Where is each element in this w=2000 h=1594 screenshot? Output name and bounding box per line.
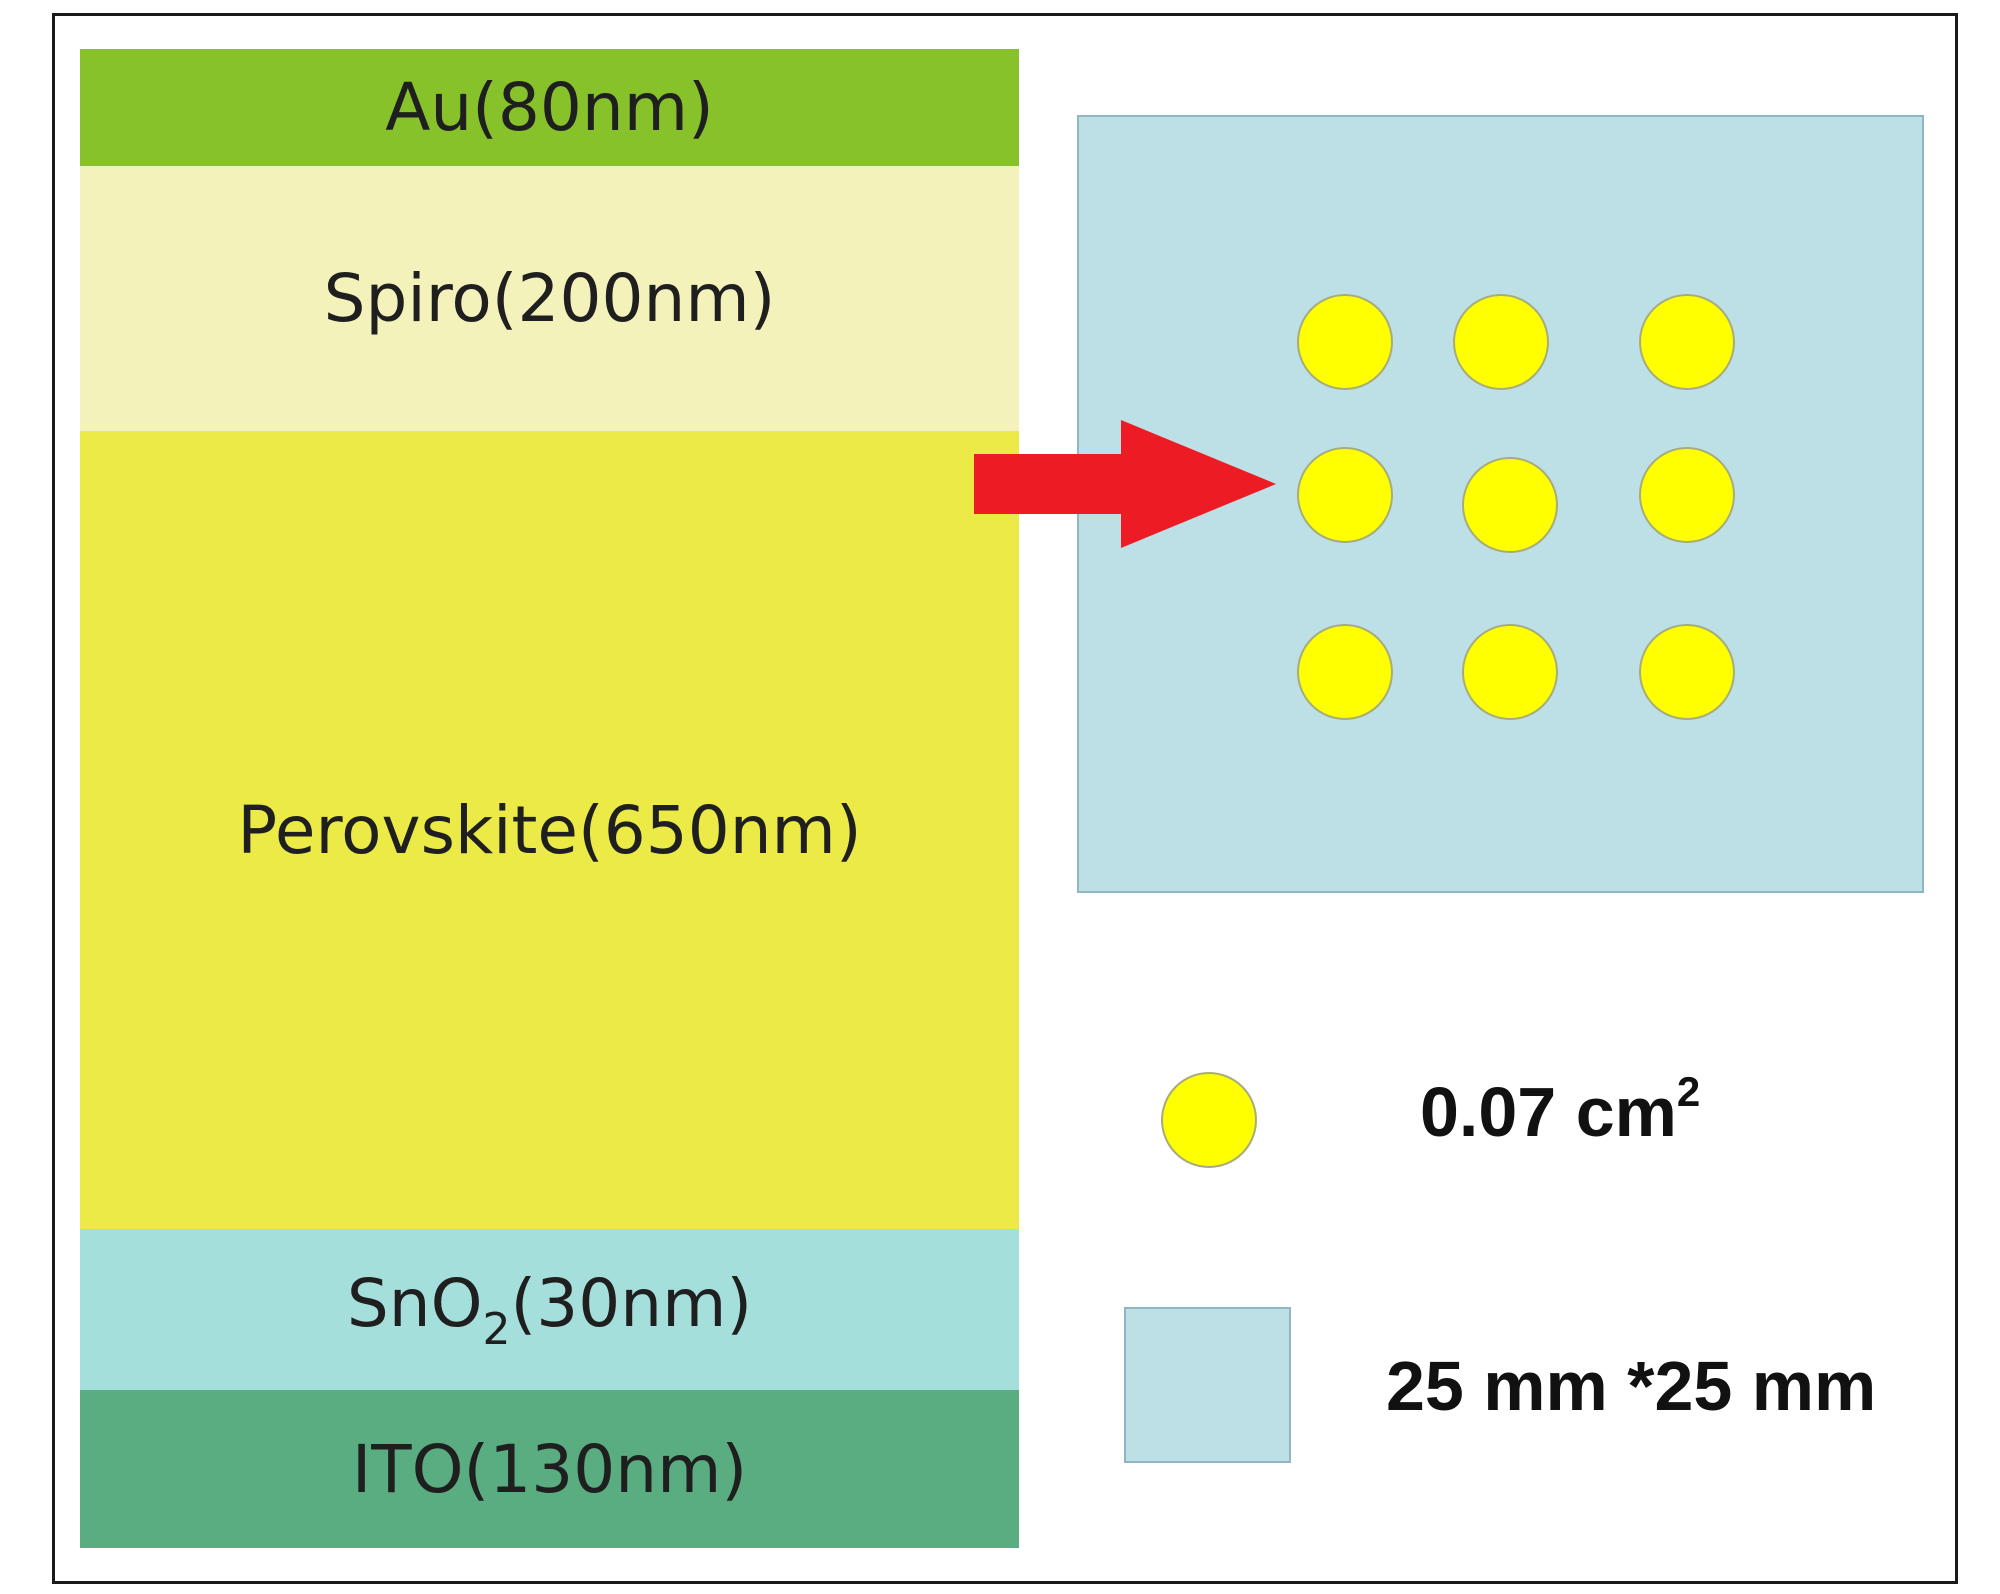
legend-dot-area-value: 0.07 cm bbox=[1420, 1073, 1677, 1151]
layer-perovskite-label: Perovskite(650nm) bbox=[237, 791, 862, 869]
electrode-dot-icon bbox=[1453, 294, 1549, 390]
arrow-shape bbox=[974, 420, 1276, 548]
red-right-arrow-icon bbox=[974, 420, 1276, 548]
layer-ito-label: ITO(130nm) bbox=[351, 1430, 748, 1508]
layer-ito: ITO(130nm) bbox=[80, 1390, 1019, 1548]
layer-perovskite: Perovskite(650nm) bbox=[80, 431, 1019, 1229]
layer-sno2: SnO2(30nm) bbox=[80, 1229, 1019, 1390]
layer-au-label: Au(80nm) bbox=[385, 69, 714, 146]
electrode-dot-icon bbox=[1297, 294, 1393, 390]
layer-au: Au(80nm) bbox=[80, 49, 1019, 166]
layer-stack: Au(80nm) Spiro(200nm) Perovskite(650nm) … bbox=[80, 49, 1019, 1548]
legend-substrate-size-label: 25 mm *25 mm bbox=[1386, 1347, 1877, 1425]
legend-dot-area-label: 0.07 cm2 bbox=[1420, 1068, 1700, 1152]
electrode-dot-icon bbox=[1297, 447, 1393, 543]
electrode-dot-icon bbox=[1639, 624, 1735, 720]
electrode-dot-icon bbox=[1639, 447, 1735, 543]
legend-substrate-square-icon bbox=[1124, 1307, 1291, 1463]
legend-electrode-dot-icon bbox=[1161, 1072, 1257, 1168]
electrode-dot-icon bbox=[1462, 624, 1558, 720]
electrode-dot-icon bbox=[1639, 294, 1735, 390]
layer-sno2-prefix: SnO bbox=[346, 1264, 483, 1342]
legend-dot-area-superscript: 2 bbox=[1676, 1068, 1701, 1115]
layer-sno2-suffix: (30nm) bbox=[510, 1264, 753, 1342]
layer-spiro: Spiro(200nm) bbox=[80, 166, 1019, 431]
electrode-dot-icon bbox=[1462, 457, 1558, 553]
layer-sno2-subscript: 2 bbox=[482, 1303, 511, 1355]
layer-spiro-label: Spiro(200nm) bbox=[323, 260, 776, 337]
layer-sno2-label: SnO2(30nm) bbox=[347, 1265, 752, 1355]
electrode-dot-icon bbox=[1297, 624, 1393, 720]
